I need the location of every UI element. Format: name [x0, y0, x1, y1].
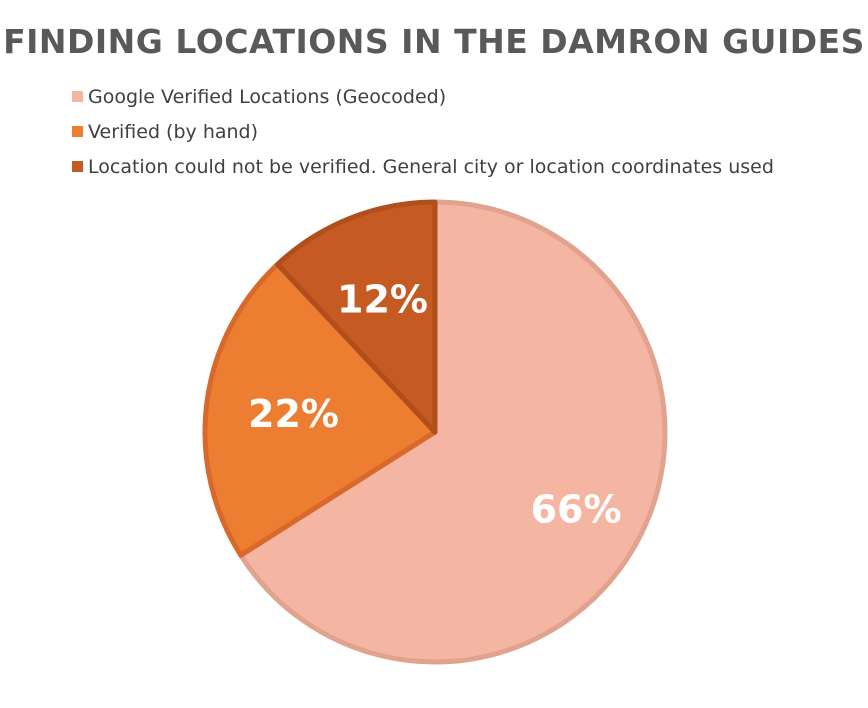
pie-slices: [202, 199, 668, 665]
legend-item-geocoded: Google Verified Locations (Geocoded): [72, 79, 774, 114]
legend-label-unverified: Location could not be verified. General …: [88, 155, 774, 178]
slice-by-hand: [202, 261, 438, 558]
legend-item-by-hand: Verified (by hand): [72, 114, 774, 149]
legend-swatch-by-hand: [72, 126, 83, 137]
legend-swatch-geocoded: [72, 91, 83, 102]
legend-swatch-unverified: [72, 161, 83, 172]
slice-unverified: [275, 199, 438, 435]
data-label-unverified: 12%: [337, 277, 428, 321]
legend: Google Verified Locations (Geocoded) Ver…: [72, 79, 774, 184]
legend-label-by-hand: Verified (by hand): [88, 120, 259, 143]
legend-item-unverified: Location could not be verified. General …: [72, 149, 774, 184]
chart-title: FINDING LOCATIONS IN THE DAMRON GUIDES: [3, 22, 865, 61]
data-label-geocoded: 66%: [531, 488, 622, 532]
slice-geocoded: [238, 199, 668, 665]
data-label-by-hand: 22%: [248, 392, 339, 436]
legend-label-geocoded: Google Verified Locations (Geocoded): [88, 85, 447, 108]
pie-labels: 66% 22% 12%: [248, 277, 622, 531]
